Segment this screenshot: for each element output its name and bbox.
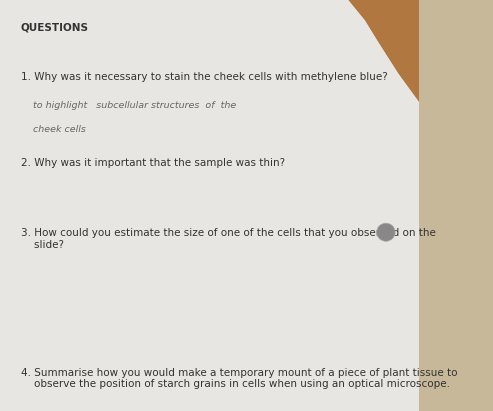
Text: 4. Summarise how you would make a temporary mount of a piece of plant tissue to
: 4. Summarise how you would make a tempor… <box>21 368 458 390</box>
Circle shape <box>377 223 395 241</box>
Text: to highlight   subcellular structures  of  the: to highlight subcellular structures of t… <box>21 101 236 110</box>
Text: 1. Why was it necessary to stain the cheek cells with methylene blue?: 1. Why was it necessary to stain the che… <box>21 72 387 82</box>
Text: 3. How could you estimate the size of one of the cells that you observed on the
: 3. How could you estimate the size of on… <box>21 228 436 250</box>
Text: 2. Why was it important that the sample was thin?: 2. Why was it important that the sample … <box>21 158 285 168</box>
Polygon shape <box>348 0 420 103</box>
FancyBboxPatch shape <box>0 0 420 411</box>
Polygon shape <box>0 0 420 411</box>
Text: QUESTIONS: QUESTIONS <box>21 23 89 32</box>
Text: cheek cells: cheek cells <box>21 125 86 134</box>
